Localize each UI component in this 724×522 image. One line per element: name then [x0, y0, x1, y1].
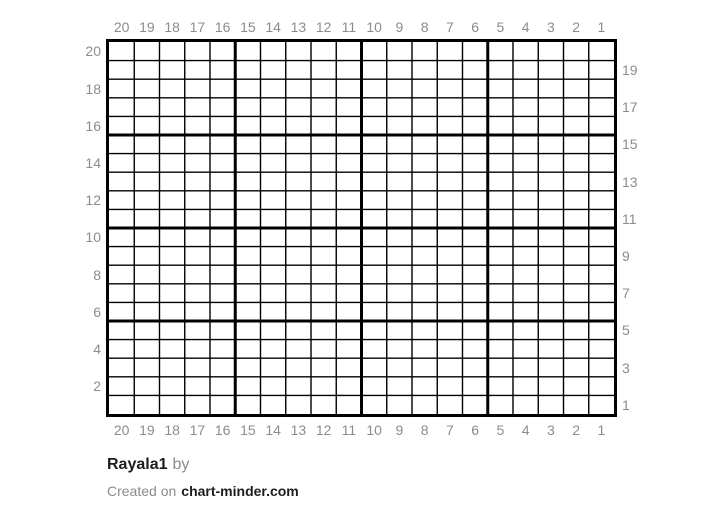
col-label-top: 4 [521, 19, 530, 35]
row-label-right: 11 [622, 210, 637, 227]
row-label-left: 18 [85, 80, 101, 97]
col-label-top: 19 [139, 19, 155, 35]
chart-author-by-label: by [172, 456, 190, 473]
col-label-bottom: 7 [445, 422, 454, 438]
created-on-label: Created on [107, 483, 177, 499]
col-label-bottom: 11 [341, 422, 357, 438]
col-label-top: 18 [164, 19, 180, 35]
col-label-top: 20 [113, 19, 130, 35]
created-on-line: Created on chart-minder.com [107, 482, 299, 500]
row-label-right: 15 [622, 136, 638, 153]
col-label-bottom: 19 [139, 422, 155, 438]
col-label-bottom: 17 [189, 422, 206, 438]
col-label-top: 15 [240, 19, 256, 35]
row-label-right: 1 [622, 396, 630, 413]
col-label-bottom: 15 [240, 422, 256, 438]
knitting-chart-grid[interactable] [106, 39, 617, 417]
col-label-bottom: 10 [366, 422, 382, 438]
row-label-left: 16 [85, 117, 101, 134]
col-label-bottom: 3 [546, 422, 555, 438]
col-label-bottom: 12 [315, 422, 332, 438]
row-label-left: 8 [93, 266, 101, 283]
chart-title-line: Rayala1 by [107, 455, 299, 475]
col-label-top: 3 [546, 19, 555, 35]
chart-footer: Rayala1 by Created on chart-minder.com [107, 455, 299, 500]
col-label-top: 10 [366, 19, 382, 35]
col-label-top: 6 [471, 19, 480, 35]
col-label-top: 12 [315, 19, 332, 35]
col-label-bottom: 1 [597, 422, 606, 438]
row-label-right: 19 [622, 61, 638, 78]
col-label-bottom: 9 [395, 422, 404, 438]
row-label-right: 9 [622, 247, 630, 264]
col-label-top: 9 [395, 19, 404, 35]
col-label-top: 1 [597, 19, 606, 35]
col-label-top: 14 [265, 19, 281, 35]
col-label-bottom: 5 [496, 422, 505, 438]
row-label-right: 5 [622, 322, 630, 339]
row-label-right: 3 [622, 359, 630, 376]
row-label-left: 14 [85, 154, 101, 171]
row-label-right: 7 [622, 285, 630, 302]
row-label-right: 13 [622, 173, 638, 190]
row-label-left: 2 [93, 378, 101, 395]
col-label-top: 2 [572, 19, 581, 35]
col-label-top: 7 [445, 19, 454, 35]
col-label-top: 17 [189, 19, 206, 35]
chart-title: Rayala1 [107, 456, 168, 473]
site-name: chart-minder.com [181, 483, 299, 499]
col-label-top: 5 [496, 19, 505, 35]
col-label-top: 13 [290, 19, 307, 35]
row-label-left: 6 [93, 303, 101, 320]
col-label-bottom: 13 [290, 422, 307, 438]
col-label-bottom: 4 [521, 422, 530, 438]
col-label-bottom: 14 [265, 422, 281, 438]
col-label-bottom: 16 [214, 422, 231, 438]
col-label-bottom: 20 [113, 422, 130, 438]
col-label-bottom: 2 [572, 422, 581, 438]
col-label-top: 8 [420, 19, 429, 35]
col-label-bottom: 8 [420, 422, 429, 438]
row-label-left: 10 [85, 229, 101, 246]
col-label-top: 11 [341, 19, 357, 35]
col-label-top: 16 [214, 19, 231, 35]
col-label-bottom: 18 [164, 422, 180, 438]
row-label-left: 12 [85, 192, 101, 209]
row-label-right: 17 [622, 99, 638, 116]
row-label-left: 20 [85, 43, 101, 60]
row-label-left: 4 [93, 340, 101, 357]
col-label-bottom: 6 [471, 422, 480, 438]
